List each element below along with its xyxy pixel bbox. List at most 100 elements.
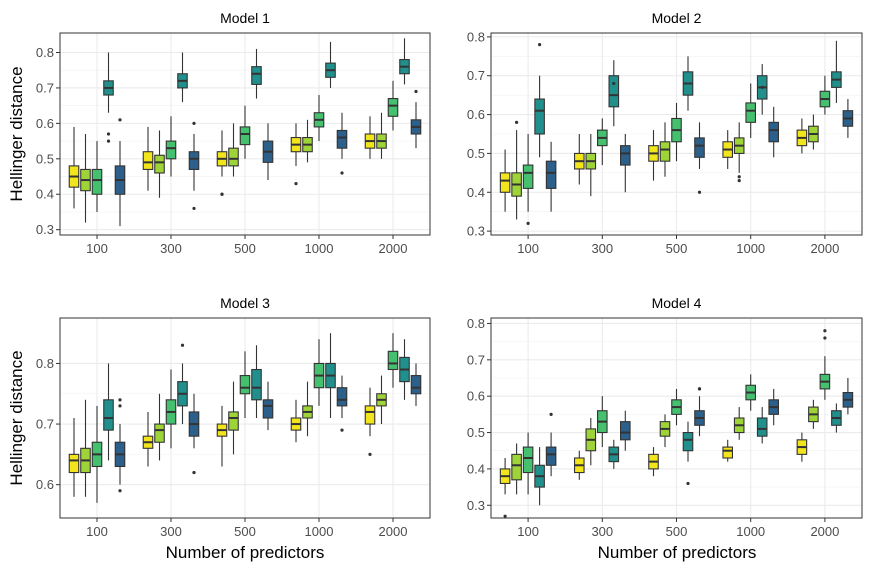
box-outlier <box>737 175 741 179</box>
x-tick-label: 2000 <box>810 524 839 539</box>
box-body <box>364 405 376 425</box>
x-tick-label: 500 <box>234 524 256 539</box>
box-series-3-cat-2000 <box>819 75 831 115</box>
box-body <box>154 423 165 443</box>
box-outlier <box>192 206 196 211</box>
x-tick-label: 1000 <box>305 524 334 539</box>
box-outlier <box>340 428 344 432</box>
panel-title: Model 4 <box>652 295 702 311</box>
box-series-1-cat-100 <box>68 126 80 209</box>
box-body <box>142 151 154 170</box>
panel-model-1: 0.3 0.4 0.5 0.6 0.7 0.8 100 300 500 1000 2000 Model… <box>36 10 431 256</box>
panel-model-3: 0.6 0.7 0.8 100 300 500 1000 2000 Model 3 <box>36 295 431 539</box>
box-series-3-cat-100 <box>91 405 103 503</box>
box-body <box>545 160 557 189</box>
box-series-2-cat-500 <box>659 122 671 177</box>
y-axis-title-top: Hellinger distance <box>7 66 26 201</box>
box-series-4-cat-2000 <box>831 40 842 103</box>
box-outlier <box>538 43 542 47</box>
box-series-3-cat-2000 <box>819 329 831 400</box>
box-series-2-cat-2000 <box>376 112 387 159</box>
x-axis-title-right: Number of predictors <box>598 543 757 562</box>
box-body <box>694 137 705 158</box>
x-tick-label: 1000 <box>305 241 334 256</box>
box-series-3-cat-1000 <box>313 95 325 142</box>
box-body <box>387 350 399 371</box>
box-series-4-cat-300 <box>177 343 188 425</box>
box-series-5-cat-1000 <box>768 106 780 158</box>
box-series-2-cat-1000 <box>733 122 745 183</box>
box-body <box>228 147 239 167</box>
box-body <box>534 98 545 135</box>
box-body <box>545 446 557 466</box>
box-series-3-cat-500 <box>239 351 251 418</box>
box-series-3-cat-500 <box>671 102 682 162</box>
box-series-2-cat-1000 <box>733 407 745 440</box>
box-series-1-cat-1000 <box>290 123 302 186</box>
box-series-4-cat-300 <box>608 439 620 469</box>
box-series-3-cat-300 <box>596 396 608 448</box>
box-series-5-cat-1000 <box>336 112 348 175</box>
y-tick-label: 0.3 <box>467 498 485 513</box>
box-outlier <box>220 192 224 196</box>
box-body <box>499 172 511 193</box>
panel-model-4: 0.3 0.4 0.5 0.6 0.7 0.8 100 300 500 1000 2000 Model… <box>467 295 863 539</box>
box-series-2-cat-300 <box>154 130 165 198</box>
x-tick-label: 300 <box>160 524 182 539</box>
box-series-1-cat-2000 <box>364 116 376 159</box>
box-outlier <box>686 481 690 486</box>
box-series-5-cat-2000 <box>842 378 854 415</box>
box-series-3-cat-100 <box>522 134 534 225</box>
x-tick-label: 2000 <box>379 524 408 539</box>
box-series-4-cat-500 <box>682 421 694 486</box>
y-tick-label: 0.7 <box>467 352 485 367</box>
box-series-1-cat-1000 <box>722 439 734 462</box>
box-series-5-cat-100 <box>114 118 126 227</box>
x-tick-label: 100 <box>517 241 539 256</box>
box-series-1-cat-100 <box>499 458 511 518</box>
y-tick-label: 0.7 <box>36 80 54 95</box>
x-tick-label: 100 <box>86 241 108 256</box>
box-outlier <box>118 398 122 402</box>
box-series-2-cat-300 <box>585 418 597 466</box>
box-series-3-cat-300 <box>165 369 177 449</box>
box-series-4-cat-1000 <box>756 407 768 444</box>
box-outlier <box>340 171 344 175</box>
box-series-5-cat-100 <box>545 141 557 212</box>
y-tick-label: 0.6 <box>36 477 54 492</box>
x-tick-label: 100 <box>517 524 539 539</box>
box-series-5-cat-1000 <box>768 388 780 426</box>
box-body <box>103 399 114 431</box>
x-tick-label: 300 <box>591 241 613 256</box>
box-body <box>511 453 522 481</box>
box-series-1-cat-100 <box>499 149 511 212</box>
box-series-2-cat-100 <box>80 134 91 223</box>
panel-title: Model 1 <box>220 10 270 26</box>
box-series-5-cat-500 <box>262 123 274 181</box>
box-body <box>745 102 757 123</box>
box-series-3-cat-2000 <box>387 80 399 131</box>
x-tick-label: 500 <box>234 241 256 256</box>
box-series-1-cat-500 <box>648 447 659 477</box>
box-series-2-cat-100 <box>80 399 91 497</box>
x-tick-label: 2000 <box>810 241 839 256</box>
y-tick-label: 0.5 <box>467 146 485 161</box>
box-series-5-cat-300 <box>619 410 631 451</box>
box-series-3-cat-2000 <box>387 333 399 388</box>
box-series-4-cat-100 <box>534 447 545 506</box>
panel-title: Model 2 <box>652 10 702 26</box>
box-series-3-cat-300 <box>596 118 608 166</box>
box-series-1-cat-500 <box>216 405 228 467</box>
box-series-2-cat-300 <box>585 134 597 197</box>
box-outlier <box>823 329 827 333</box>
box-series-4-cat-2000 <box>831 403 842 433</box>
box-series-3-cat-100 <box>522 432 534 495</box>
box-outlier <box>106 132 111 136</box>
box-series-1-cat-300 <box>573 450 585 480</box>
box-series-1-cat-2000 <box>796 432 808 462</box>
box-series-3-cat-1000 <box>313 339 325 406</box>
y-tick-label: 0.7 <box>36 417 54 432</box>
box-outlier <box>549 412 553 416</box>
